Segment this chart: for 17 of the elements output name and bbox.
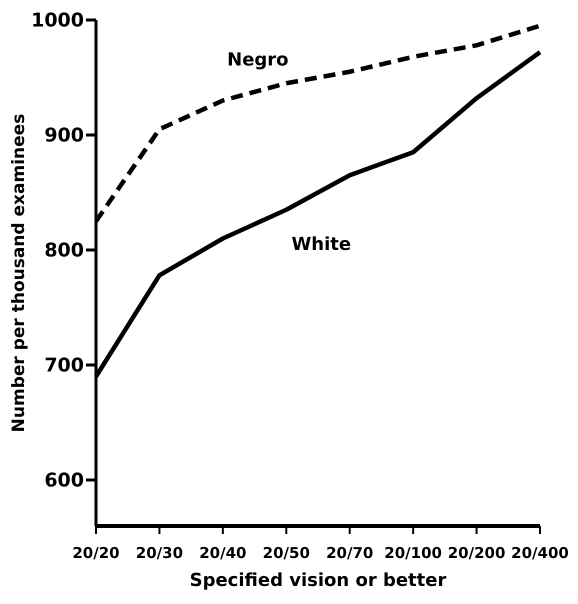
series-label: Negro <box>227 50 289 70</box>
y-tick-label: 600 <box>44 470 84 492</box>
y-tick-label: 700 <box>44 354 84 377</box>
y-axis-title: Number per thousand examinees <box>9 114 30 432</box>
x-tick-label: 20/30 <box>136 544 184 562</box>
x-tick-label: 20/40 <box>199 544 246 562</box>
x-tick-label: 20/20 <box>72 544 120 562</box>
series-label: White <box>291 234 352 255</box>
x-tick-label: 20/50 <box>262 544 310 562</box>
x-tick-label: 20/100 <box>384 544 442 562</box>
x-tick-label: 20/200 <box>448 544 506 562</box>
x-axis-title: Specified vision or better <box>190 570 446 591</box>
x-tick-label: 20/70 <box>326 544 374 562</box>
y-tick-label: 900 <box>44 124 84 147</box>
y-tick-label: 1000 <box>31 10 84 32</box>
x-tick-label: 20/400 <box>511 544 569 562</box>
y-tick-label: 800 <box>44 240 84 262</box>
